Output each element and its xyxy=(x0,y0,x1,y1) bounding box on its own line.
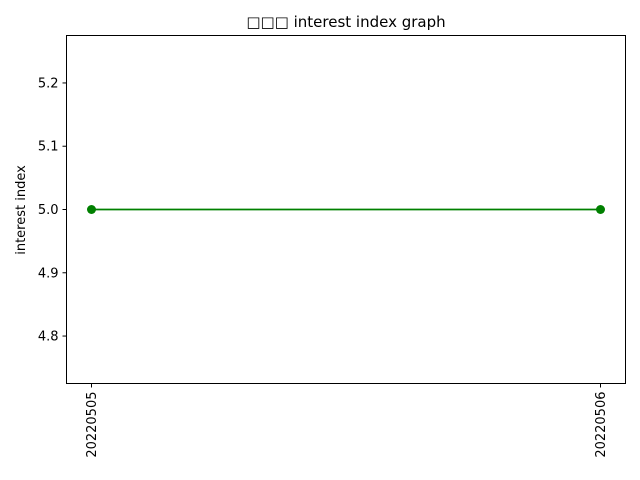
series-layer xyxy=(87,205,605,214)
y-tick-label: 5.2 xyxy=(38,76,59,91)
x-axis: 20220505 20220506 xyxy=(85,383,609,458)
data-point xyxy=(87,205,96,214)
y-tick-label: 4.8 xyxy=(38,330,59,345)
y-axis-label: interest index xyxy=(14,165,29,255)
chart-title: □□□ interest index graph xyxy=(246,13,445,31)
y-tick-label: 5.0 xyxy=(38,203,59,218)
data-point xyxy=(596,205,605,214)
y-tick-label: 4.9 xyxy=(38,266,59,281)
x-tick-label: 20220506 xyxy=(594,392,609,458)
x-tick-label: 20220505 xyxy=(85,392,100,458)
y-axis: 4.8 4.9 5.0 5.1 5.2 xyxy=(38,76,67,345)
y-tick-label: 5.1 xyxy=(38,140,59,155)
